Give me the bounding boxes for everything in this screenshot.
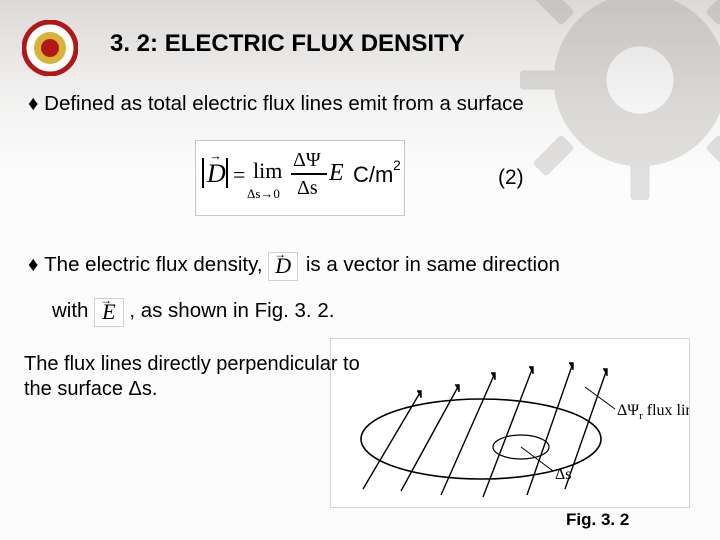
bullet-1-text: Defined as total electric flux lines emi…	[44, 92, 524, 115]
equation-row: D → = lim Δs→0 ΔΨ Δs E C/m 2 (2)	[0, 140, 720, 226]
eq-unit-exp: 2	[393, 157, 401, 173]
figure-3-2: Δs ΔΨr flux lines	[330, 338, 690, 508]
svg-text:=: =	[233, 162, 245, 187]
eq-num: ΔΨ	[293, 149, 321, 171]
equation-number: (2)	[498, 166, 524, 190]
svg-text:→: →	[209, 148, 222, 163]
page-title: 3. 2: ELECTRIC FLUX DENSITY	[110, 30, 465, 58]
figure-number-label: Fig. 3. 2	[566, 510, 629, 530]
bullet-2-cont: with →E , as shown in Fig. 3. 2.	[52, 296, 334, 325]
bullet-2-pre: The electric flux density,	[44, 253, 268, 276]
vector-E-symbol: →E	[94, 298, 123, 327]
eq-unit: C/m	[353, 162, 393, 187]
bullet-2: ♦ The electric flux density, →D is a vec…	[28, 250, 560, 279]
diamond-bullet-icon: ♦	[28, 253, 44, 276]
bullet-2-post: is a vector in same direction	[306, 253, 560, 276]
bullet-1: ♦ Defined as total electric flux lines e…	[28, 92, 524, 116]
eq-lim-sub: Δs→0	[247, 186, 280, 201]
bullet-3-pre: with	[52, 299, 94, 322]
university-logo-icon	[22, 20, 78, 76]
fig-ds-label: Δs	[555, 466, 572, 483]
eq-D: D	[206, 159, 226, 188]
eq-den: Δs	[297, 177, 318, 199]
figure-caption-text: The flux lines directly perpendicular to…	[24, 352, 374, 402]
bullet-3-post: , as shown in Fig. 3. 2.	[129, 299, 334, 322]
diamond-bullet-icon: ♦	[28, 92, 44, 115]
eq-lim: lim	[253, 158, 282, 183]
svg-text:ΔΨr flux lines: ΔΨr flux lines	[617, 402, 689, 422]
vector-D-symbol: →D	[268, 252, 298, 281]
eq-E: E	[328, 160, 344, 186]
equation-box: D → = lim Δs→0 ΔΨ Δs E C/m 2	[195, 140, 405, 216]
